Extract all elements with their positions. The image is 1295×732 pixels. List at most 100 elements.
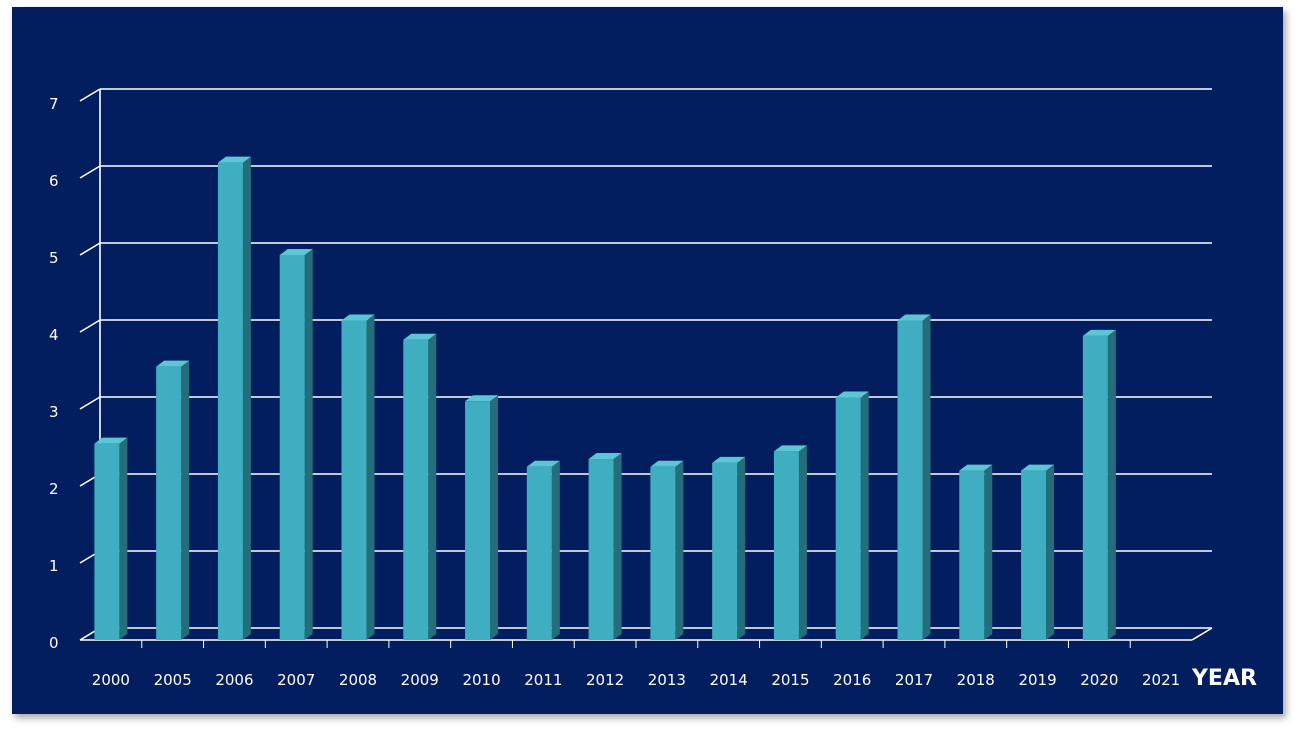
x-axis-title: YEAR	[1191, 666, 1257, 691]
bar-top	[1021, 464, 1055, 471]
y-tick-label: 0	[49, 634, 59, 652]
bar-front	[526, 466, 552, 640]
y-tick-label: 7	[49, 95, 59, 113]
bar	[526, 460, 560, 640]
x-tick-label: 2017	[895, 671, 933, 689]
bar	[588, 453, 622, 640]
bar-top	[156, 360, 190, 367]
gridline-stub	[79, 242, 101, 256]
x-tick-label: 2014	[710, 671, 748, 689]
bar	[403, 333, 437, 640]
bar-side	[181, 360, 190, 640]
x-tick-label: 2008	[339, 671, 377, 689]
floor-right-edge	[1191, 627, 1213, 641]
bar	[650, 460, 684, 640]
bar-front	[465, 401, 491, 640]
y-tick-label: 2	[49, 480, 59, 498]
bar-side	[613, 453, 622, 640]
bar-front	[94, 443, 120, 640]
y-tick-label: 4	[49, 326, 59, 344]
x-tick-label: 2006	[215, 671, 253, 689]
x-tick-label: 2011	[524, 671, 562, 689]
bar-side	[366, 314, 375, 640]
bar	[156, 360, 190, 640]
x-tick-label: 2016	[833, 671, 871, 689]
y-tick-label: 6	[49, 172, 59, 190]
bar-side	[860, 391, 869, 640]
bar-side	[304, 249, 313, 640]
bar-front	[1082, 335, 1108, 640]
gridline-stub	[79, 319, 101, 333]
bar-top	[712, 456, 746, 463]
bar	[94, 437, 128, 640]
x-tick-label: 2005	[154, 671, 192, 689]
bar-side	[551, 460, 560, 640]
bar	[773, 445, 807, 640]
bar	[1082, 329, 1116, 640]
x-tick-label: 2009	[401, 671, 439, 689]
bar-side	[922, 314, 931, 640]
bar-top	[341, 314, 375, 321]
x-tick-label: 2020	[1080, 671, 1118, 689]
bar-top	[465, 395, 499, 402]
bar-side	[242, 156, 251, 640]
gridline-stub	[79, 396, 101, 410]
bar-front	[217, 162, 243, 640]
bar-front	[588, 459, 614, 640]
x-tick-label: 2000	[92, 671, 130, 689]
bar-front	[156, 366, 182, 640]
y-tick-label: 5	[49, 249, 59, 267]
bar-front	[279, 255, 305, 640]
bar-side	[490, 395, 499, 640]
bars-layer	[94, 156, 1116, 640]
bar-side	[119, 437, 128, 640]
x-tick-label: 2013	[648, 671, 686, 689]
bar-front	[1021, 470, 1047, 640]
bar-front	[403, 339, 429, 640]
x-tick-label: 2007	[277, 671, 315, 689]
bar-top	[773, 445, 807, 452]
bar-top	[835, 391, 869, 398]
bar	[835, 391, 869, 640]
bar-side	[675, 460, 684, 640]
bar	[279, 249, 313, 640]
x-tick-label: 2015	[771, 671, 809, 689]
bar-top	[897, 314, 931, 321]
bar-side	[984, 464, 993, 640]
bar-side	[1107, 329, 1116, 640]
bar-top	[650, 460, 684, 467]
x-tick-label: 2012	[586, 671, 624, 689]
bar-top	[217, 156, 251, 163]
x-tick-label: 2010	[462, 671, 500, 689]
bar-side	[798, 445, 807, 640]
labels-layer: 0 1 2 3 4 5 6 7 2000 2005 2006 2007 2008 2009 2010 2011…	[49, 95, 1180, 689]
bar	[465, 395, 499, 640]
y-tick-label: 3	[49, 403, 59, 421]
bar	[217, 156, 251, 640]
bar-top	[1082, 329, 1116, 336]
gridline-stub	[79, 165, 101, 179]
bar-side	[428, 333, 437, 640]
bar	[1021, 464, 1055, 640]
bar-front	[835, 397, 861, 640]
bar-top	[94, 437, 128, 444]
bar	[712, 456, 746, 640]
bar-top	[588, 453, 622, 460]
bar	[341, 314, 375, 640]
bar-front	[341, 320, 367, 640]
bar-front	[650, 466, 676, 640]
x-tick-label: 2021	[1142, 671, 1180, 689]
bar	[959, 464, 993, 640]
bar	[897, 314, 931, 640]
bar-side	[737, 456, 746, 640]
bar-top	[403, 333, 437, 340]
bar-front	[773, 451, 799, 640]
x-tick-label: 2018	[957, 671, 995, 689]
bar-front	[897, 320, 923, 640]
bar-side	[1046, 464, 1055, 640]
y-tick-label: 1	[49, 557, 59, 575]
gridline-stub	[79, 88, 101, 102]
bar-top	[526, 460, 560, 467]
bar-top	[279, 249, 313, 255]
